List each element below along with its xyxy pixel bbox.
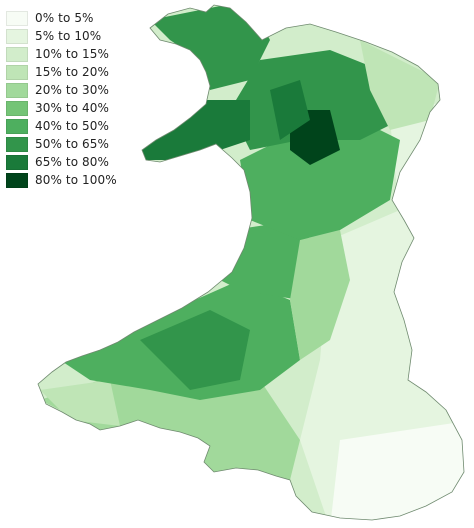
legend-swatch [6, 10, 28, 26]
legend-swatch [6, 82, 28, 98]
legend-item: 30% to 40% [6, 99, 117, 117]
legend-swatch [6, 100, 28, 116]
legend-swatch [6, 136, 28, 152]
legend-item: 0% to 5% [6, 9, 117, 27]
legend-label: 30% to 40% [35, 101, 110, 115]
legend-label: 5% to 10% [35, 29, 102, 43]
region-flintshire [360, 40, 440, 130]
legend-swatch [6, 46, 28, 62]
legend-swatch [6, 64, 28, 80]
region-conwy-denbigh [240, 120, 400, 240]
legend-label: 10% to 15% [35, 47, 110, 61]
legend-item: 80% to 100% [6, 171, 117, 189]
legend-swatch [6, 172, 28, 188]
legend-item: 20% to 30% [6, 81, 117, 99]
legend-item: 40% to 50% [6, 117, 117, 135]
legend-label: 65% to 80% [35, 155, 110, 169]
legend-item: 65% to 80% [6, 153, 117, 171]
legend-label: 0% to 5% [35, 11, 94, 25]
legend-swatch [6, 118, 28, 134]
legend-item: 10% to 15% [6, 45, 117, 63]
region-gwynedd-north [230, 50, 400, 150]
legend-item: 15% to 20% [6, 63, 117, 81]
legend-label: 80% to 100% [35, 173, 117, 187]
region-snowdonia [270, 80, 310, 140]
region-llyn [140, 100, 250, 160]
region-anglesey [150, 5, 270, 90]
map-legend: 0% to 5% 5% to 10% 10% to 15% 15% to 20% 20%… [6, 9, 117, 189]
region-powys-west [290, 230, 350, 360]
legend-swatch [6, 154, 28, 170]
legend-label: 40% to 50% [35, 119, 110, 133]
region-pembrokeshire-south [40, 380, 120, 426]
legend-item: 50% to 65% [6, 135, 117, 153]
wales-outline [37, 4, 465, 521]
region-carmarthen [140, 310, 250, 390]
legend-label: 20% to 30% [35, 83, 110, 97]
legend-swatch [6, 28, 28, 44]
legend-label: 50% to 65% [35, 137, 110, 151]
legend-item: 5% to 10% [6, 27, 117, 45]
legend-label: 15% to 20% [35, 65, 110, 79]
